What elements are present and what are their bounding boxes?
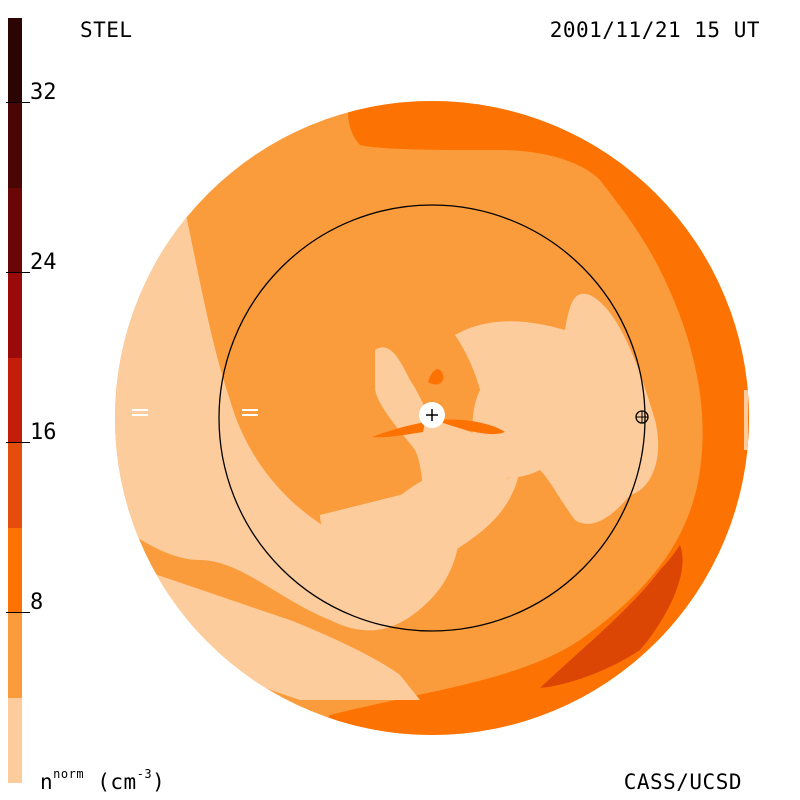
colorbar-band (8, 613, 22, 698)
colorbar-band (8, 698, 22, 783)
timestamp: 2001/11/21 15 UT (549, 18, 760, 42)
colorbar-tick (6, 612, 30, 613)
marker-dashes (132, 409, 258, 416)
colorbar-band (8, 188, 22, 273)
density-region-dark (428, 369, 444, 385)
colorbar-band (8, 443, 22, 528)
colorbar-band (8, 103, 22, 188)
earth-icon (635, 410, 649, 424)
density-region-dark (440, 419, 505, 435)
colorbar-tick (6, 102, 30, 103)
unit-text: (cm (84, 770, 137, 794)
unit-close: ) (152, 770, 166, 794)
density-region-darker (540, 545, 683, 688)
credit-label: CASS/UCSD (623, 770, 742, 794)
unit-exponent: -3 (136, 767, 153, 781)
colorbar-tick-label-32: 32 (30, 80, 57, 105)
colorbar-tick-label-8: 8 (30, 590, 44, 615)
colorbar-band (8, 358, 22, 443)
unit-base: n (40, 770, 54, 794)
earth-orbit (218, 204, 646, 632)
density-region-light (455, 293, 659, 524)
colorbar-band (8, 528, 22, 613)
unit-superscript: norm (53, 767, 85, 781)
colorbar-tick-label-24: 24 (30, 250, 57, 275)
density-region-light (375, 347, 521, 520)
colorbar-band (8, 273, 22, 358)
colorbar-tick-label-16: 16 (30, 420, 57, 445)
density-region-light (115, 560, 420, 700)
colorbar-tick (6, 272, 30, 273)
sun-icon (419, 402, 445, 428)
density-region-light (744, 390, 748, 450)
density-region-light (115, 210, 461, 631)
colorbar-unit-label: nnorm (cm-3) (40, 767, 166, 794)
density-region-light (320, 470, 520, 575)
colorbar (8, 18, 22, 783)
plot-title-left: STEL (80, 18, 133, 42)
density-region-dark (372, 422, 425, 438)
colorbar-tick (6, 442, 30, 443)
colorbar-band (8, 18, 22, 103)
